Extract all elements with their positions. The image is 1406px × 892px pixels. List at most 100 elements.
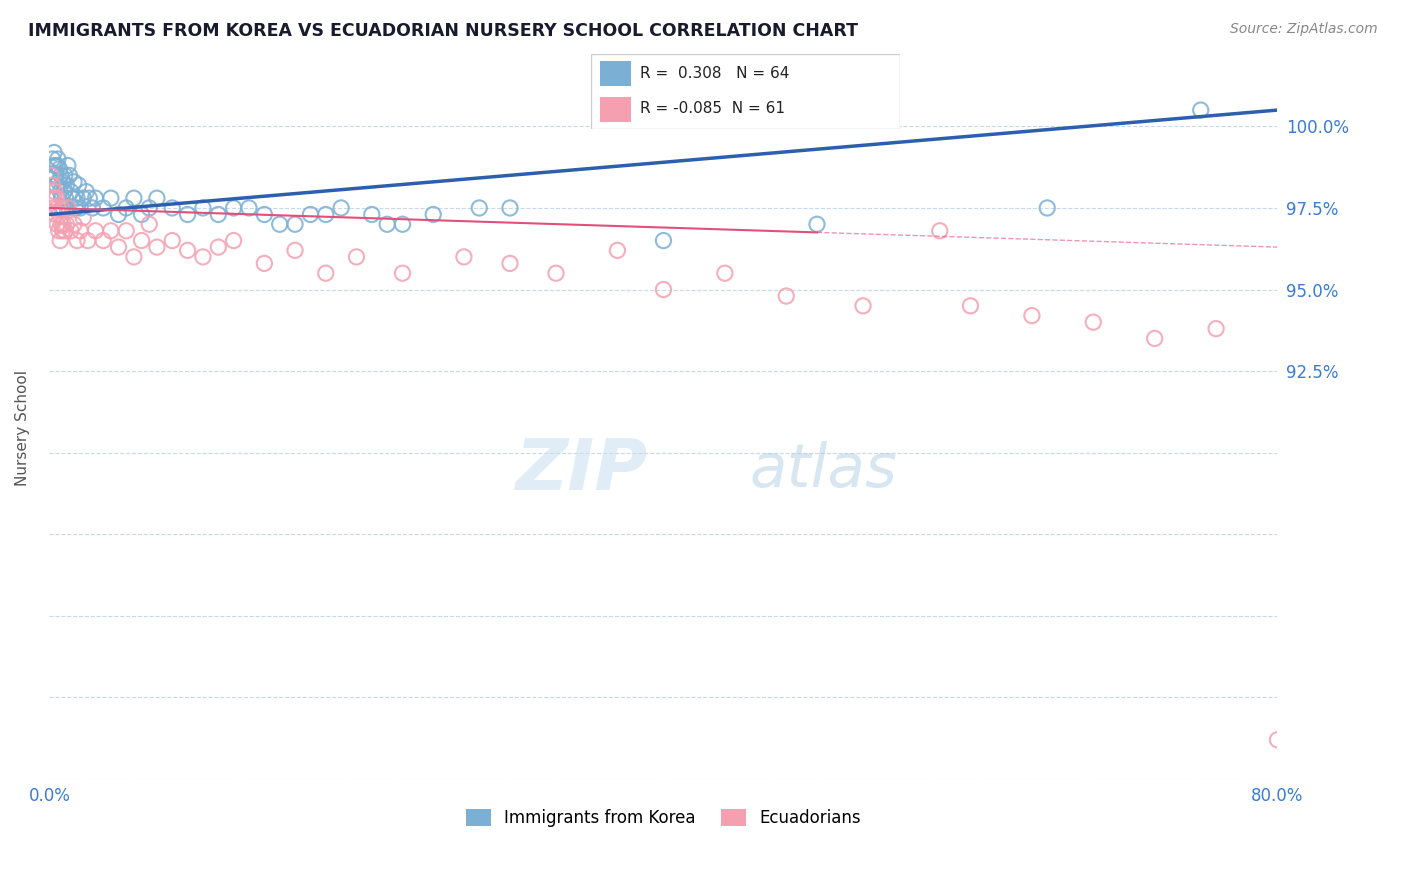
Point	[131, 207, 153, 221]
Point	[852, 299, 875, 313]
Point	[41, 152, 63, 166]
Point	[253, 256, 276, 270]
Text: IMMIGRANTS FROM KOREA VS ECUADORIAN NURSERY SCHOOL CORRELATION CHART: IMMIGRANTS FROM KOREA VS ECUADORIAN NURS…	[28, 22, 858, 40]
Point	[42, 191, 65, 205]
Point	[146, 240, 169, 254]
Point	[41, 169, 63, 183]
FancyBboxPatch shape	[600, 62, 631, 87]
Point	[315, 207, 337, 221]
Point	[59, 224, 82, 238]
Point	[284, 217, 307, 231]
Point	[131, 234, 153, 248]
Point	[82, 201, 104, 215]
Point	[162, 234, 184, 248]
Point	[46, 159, 69, 173]
Point	[122, 250, 145, 264]
Point	[315, 266, 337, 280]
Point	[56, 201, 79, 215]
Point	[51, 191, 73, 205]
Point	[652, 234, 675, 248]
Point	[606, 244, 628, 258]
Text: R =  0.308   N = 64: R = 0.308 N = 64	[640, 67, 789, 81]
Point	[146, 191, 169, 205]
Point	[84, 224, 107, 238]
Point	[238, 201, 260, 215]
Point	[207, 240, 229, 254]
Point	[45, 178, 67, 193]
Point	[346, 250, 368, 264]
Point	[76, 234, 98, 248]
Point	[1083, 315, 1105, 329]
Point	[100, 191, 122, 205]
Point	[299, 207, 322, 221]
Point	[1296, 224, 1319, 238]
Point	[51, 224, 73, 238]
Point	[39, 169, 62, 183]
Legend: Immigrants from Korea, Ecuadorians: Immigrants from Korea, Ecuadorians	[460, 802, 868, 834]
Point	[56, 201, 79, 215]
Point	[162, 201, 184, 215]
Point	[391, 266, 413, 280]
Text: atlas: atlas	[749, 441, 897, 500]
Point	[63, 175, 86, 189]
Point	[176, 207, 198, 221]
Point	[100, 224, 122, 238]
Point	[49, 169, 72, 183]
Point	[468, 201, 491, 215]
Point	[48, 161, 70, 176]
Point	[55, 178, 77, 193]
Point	[55, 191, 77, 205]
Point	[72, 211, 94, 225]
Point	[191, 250, 214, 264]
Point	[46, 217, 69, 231]
FancyBboxPatch shape	[600, 96, 631, 122]
Point	[499, 201, 522, 215]
Point	[66, 191, 89, 205]
Point	[222, 234, 245, 248]
Point	[107, 240, 129, 254]
Point	[62, 191, 84, 205]
Point	[122, 191, 145, 205]
Point	[191, 201, 214, 215]
Point	[49, 234, 72, 248]
Point	[652, 283, 675, 297]
Point	[42, 201, 65, 215]
Point	[51, 175, 73, 189]
Point	[222, 201, 245, 215]
Point	[51, 201, 73, 215]
Point	[69, 224, 91, 238]
Text: Source: ZipAtlas.com: Source: ZipAtlas.com	[1230, 22, 1378, 37]
Point	[46, 152, 69, 166]
Point	[375, 217, 398, 231]
Point	[422, 207, 444, 221]
Point	[41, 178, 63, 193]
Point	[1205, 321, 1227, 335]
Point	[66, 234, 89, 248]
Point	[1036, 201, 1059, 215]
Point	[115, 201, 138, 215]
Point	[44, 185, 66, 199]
Point	[91, 234, 114, 248]
Point	[115, 224, 138, 238]
Point	[928, 224, 950, 238]
Y-axis label: Nursery School: Nursery School	[15, 370, 30, 486]
Point	[499, 256, 522, 270]
Point	[52, 201, 75, 215]
Point	[453, 250, 475, 264]
Point	[330, 201, 353, 215]
Point	[49, 217, 72, 231]
Point	[91, 201, 114, 215]
Point	[176, 244, 198, 258]
Point	[69, 201, 91, 215]
Point	[284, 244, 307, 258]
Point	[360, 207, 382, 221]
Point	[65, 201, 87, 215]
Point	[75, 185, 97, 199]
Point	[72, 191, 94, 205]
Point	[55, 217, 77, 231]
Point	[45, 169, 67, 183]
Point	[138, 201, 160, 215]
Point	[959, 299, 981, 313]
Point	[48, 175, 70, 189]
Point	[84, 191, 107, 205]
